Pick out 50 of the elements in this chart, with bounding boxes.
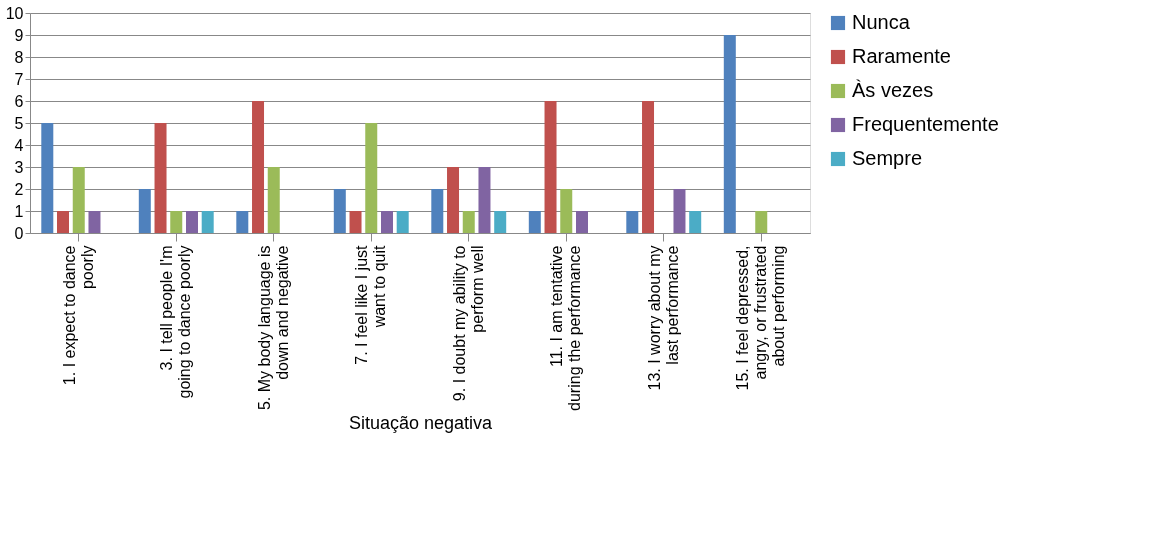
bar (642, 101, 655, 233)
bar (267, 167, 280, 233)
y-tick-label: 9 (14, 26, 24, 44)
legend-label: Frequentemente (852, 113, 999, 135)
legend-label: Às vezes (852, 79, 934, 101)
bar (447, 167, 460, 233)
y-tick-label: 8 (14, 48, 24, 66)
legend-label: Sempre (852, 147, 923, 169)
legend-label: Nunca (852, 11, 911, 33)
bar (544, 101, 557, 233)
bar (154, 123, 167, 233)
bar (673, 189, 686, 233)
bar (88, 211, 101, 233)
y-tick-label: 0 (14, 224, 24, 242)
bar (365, 123, 378, 233)
y-tick-label: 7 (14, 70, 24, 88)
bar (396, 211, 409, 233)
bar (478, 167, 491, 233)
y-tick-label: 4 (14, 136, 24, 154)
bar (41, 123, 54, 233)
y-tick-label: 3 (14, 158, 24, 176)
bar (380, 211, 393, 233)
bar (626, 211, 639, 233)
bar (349, 211, 362, 233)
bar (462, 211, 475, 233)
bar (494, 211, 507, 233)
bar (575, 211, 588, 233)
bar (170, 211, 183, 233)
bar (201, 211, 214, 233)
bar (236, 211, 249, 233)
bar (185, 211, 198, 233)
x-tick-label: 1. I expect to dance poorly (60, 245, 96, 386)
bar (57, 211, 70, 233)
bar (723, 35, 736, 233)
x-axis-title: Situação negativa (348, 412, 494, 433)
y-tick-label: 2 (14, 180, 24, 198)
bar (689, 211, 702, 233)
bar (528, 211, 541, 233)
y-tick-label: 6 (14, 92, 24, 110)
y-tick-label: 5 (14, 114, 24, 132)
bar (252, 101, 265, 233)
bar (333, 189, 346, 233)
legend-label: Raramente (852, 45, 951, 67)
bar (431, 189, 444, 233)
bar (755, 211, 768, 233)
bar (72, 167, 85, 233)
bar (560, 189, 573, 233)
y-tick-label: 1 (14, 202, 24, 220)
bar (138, 189, 151, 233)
y-tick-label: 10 (5, 4, 24, 22)
